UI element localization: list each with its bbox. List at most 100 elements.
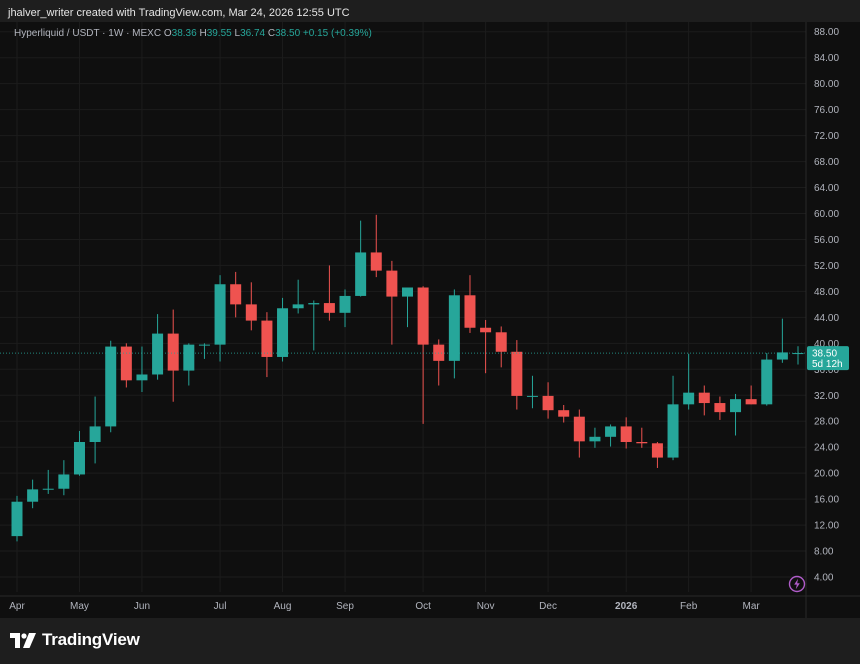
candle-body: [42, 488, 54, 490]
candle-body: [636, 441, 648, 444]
x-tick-label: May: [70, 601, 89, 612]
x-tick-label: Aug: [274, 601, 292, 612]
y-tick-label: 52.00: [814, 261, 839, 272]
tradingview-brand: TradingView: [42, 630, 140, 649]
close-label: C: [267, 28, 276, 39]
candle-body: [573, 416, 585, 442]
y-tick-label: 84.00: [814, 53, 839, 64]
symbol-legend[interactable]: Hyperliquid / USDT · 1W · MEXC O38.36 H3…: [14, 28, 372, 39]
candle: [73, 430, 85, 476]
candle-body: [386, 270, 398, 297]
price-tag: 38.50 5d 12h: [807, 346, 849, 371]
y-tick-label: 48.00: [814, 287, 839, 298]
candle-body: [448, 295, 460, 361]
candle-body: [698, 392, 710, 404]
candle-body: [511, 351, 523, 396]
candle: [776, 318, 788, 363]
chart-pane[interactable]: 4.00 8.00 12.00 16.00 20.00 24.00 28.00 32.00 36…: [0, 22, 860, 618]
candle: [402, 287, 413, 328]
candle-body: [683, 392, 695, 405]
candle-body: [761, 359, 773, 405]
candle-body: [526, 395, 538, 397]
open-value: 38.36: [171, 28, 197, 39]
time-axis[interactable]: Apr May Jun Jul Aug Sep Oct Nov Dec 2026 Feb Mar: [9, 601, 760, 612]
candle-body: [402, 287, 413, 297]
candle: [120, 343, 132, 388]
candle: [495, 326, 507, 368]
y-tick-label: 88.00: [814, 27, 839, 38]
y-tick-label: 32.00: [814, 391, 839, 402]
candle: [277, 297, 289, 362]
price-tag-countdown: 5d 12h: [812, 359, 843, 370]
open-label: O: [163, 28, 172, 39]
candle: [183, 343, 195, 386]
candle-body: [136, 374, 148, 381]
y-tick-label: 76.00: [814, 105, 839, 116]
grid-lines: [0, 22, 860, 618]
candle-body: [558, 410, 570, 417]
flash-icon[interactable]: [788, 575, 806, 593]
attribution-text: jhalver_writer created with TradingView.…: [8, 7, 350, 19]
y-tick-label: 68.00: [814, 157, 839, 168]
candle-body: [277, 308, 289, 357]
candle: [761, 353, 773, 406]
candle: [386, 260, 398, 345]
tradingview-logo-icon: [10, 632, 36, 648]
y-tick-label: 72.00: [814, 131, 839, 142]
candle-body: [730, 399, 742, 413]
candle-body: [11, 501, 23, 537]
candle: [417, 286, 429, 424]
y-tick-label: 64.00: [814, 183, 839, 194]
candle: [292, 279, 304, 314]
candle-body: [620, 426, 632, 442]
symbol-name[interactable]: Hyperliquid / USDT · 1W · MEXC: [14, 28, 162, 39]
candle: [245, 282, 257, 331]
y-tick-label: 16.00: [814, 495, 839, 506]
change-value: +0.15 (+0.39%): [302, 28, 372, 39]
candle-body: [667, 404, 679, 458]
price-axis[interactable]: 4.00 8.00 12.00 16.00 20.00 24.00 28.00 32.00 36…: [814, 27, 839, 583]
candle-body: [495, 332, 507, 352]
candle-body: [245, 304, 257, 321]
x-tick-label: Feb: [680, 601, 698, 612]
x-tick-label: Dec: [539, 601, 557, 612]
candle: [42, 469, 54, 494]
candle: [105, 340, 117, 433]
y-tick-label: 36.00: [814, 365, 839, 376]
candle-body: [73, 441, 85, 475]
candle: [198, 343, 210, 359]
candle-body: [261, 320, 273, 357]
candle: [355, 220, 367, 297]
candle: [698, 385, 710, 416]
attribution-bar: jhalver_writer created with TradingView.…: [0, 0, 860, 26]
y-tick-label: 80.00: [814, 79, 839, 90]
candlestick-chart[interactable]: 4.00 8.00 12.00 16.00 20.00 24.00 28.00 32.00 36…: [0, 22, 860, 618]
candle: [605, 424, 617, 447]
candle: [620, 417, 632, 449]
candle: [745, 385, 757, 405]
candle: [308, 300, 320, 351]
low-label: L: [234, 28, 241, 39]
y-tick-label: 24.00: [814, 443, 839, 454]
candle-body: [355, 252, 367, 296]
price-tag-box: [807, 346, 849, 371]
candle: [526, 375, 538, 409]
x-tick-label: Apr: [9, 601, 25, 612]
candle: [448, 289, 460, 379]
candle: [89, 396, 101, 464]
candle-body: [167, 333, 179, 371]
y-tick-label: 4.00: [814, 573, 834, 584]
x-tick-label: 2026: [615, 601, 638, 612]
candle: [136, 346, 148, 393]
tradingview-logo[interactable]: TradingView: [10, 630, 140, 650]
candle: [636, 427, 648, 448]
candle-body: [198, 344, 210, 346]
candle: [27, 479, 39, 509]
y-tick-label: 40.00: [814, 339, 839, 350]
candle: [370, 214, 382, 278]
candle-body: [58, 474, 70, 489]
candle-body: [542, 395, 554, 411]
candle-body: [308, 303, 320, 305]
candle-body: [152, 333, 164, 375]
candle-body: [105, 346, 117, 427]
